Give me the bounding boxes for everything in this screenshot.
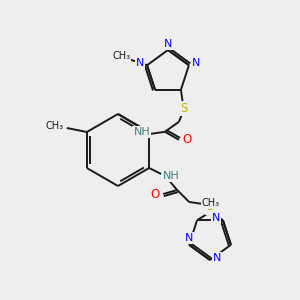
Text: N: N xyxy=(212,213,220,223)
Text: S: S xyxy=(206,200,214,214)
Text: N: N xyxy=(136,58,144,68)
Text: N: N xyxy=(164,39,172,49)
Text: NH: NH xyxy=(134,127,150,137)
Text: N: N xyxy=(213,253,221,263)
Text: N: N xyxy=(192,58,200,68)
Text: NH: NH xyxy=(163,171,180,181)
Text: S: S xyxy=(180,102,188,115)
Text: O: O xyxy=(182,133,192,146)
Text: N: N xyxy=(185,233,193,243)
Text: CH₃: CH₃ xyxy=(202,198,220,208)
Text: CH₃: CH₃ xyxy=(112,51,130,61)
Text: O: O xyxy=(151,188,160,200)
Text: CH₃: CH₃ xyxy=(46,121,64,131)
